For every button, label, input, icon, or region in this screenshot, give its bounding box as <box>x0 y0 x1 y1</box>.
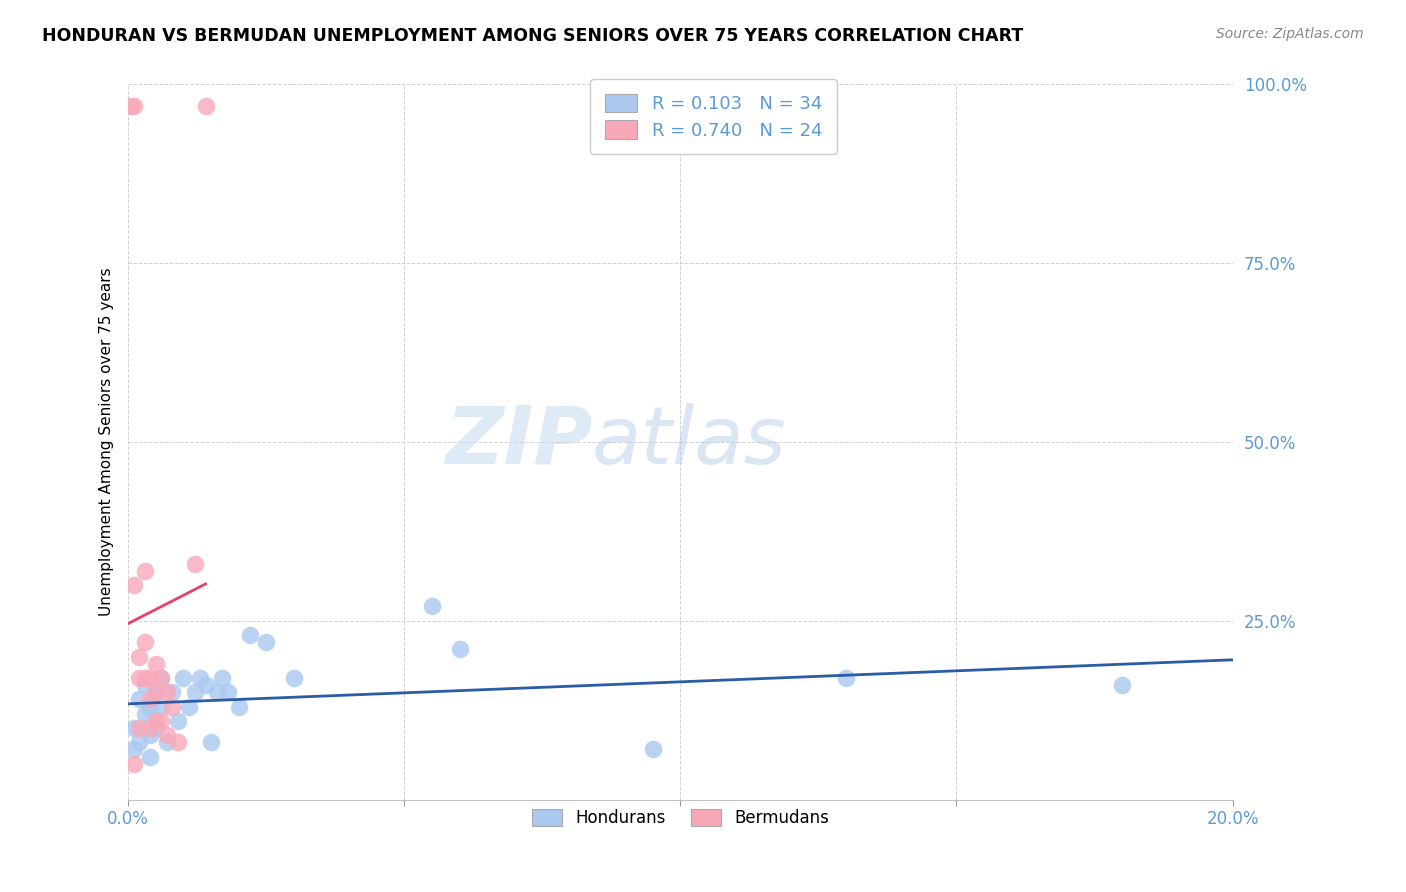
Point <box>239 628 262 642</box>
Point <box>1111 678 1133 692</box>
Point <box>128 735 150 749</box>
Point <box>128 671 150 685</box>
Text: HONDURAN VS BERMUDAN UNEMPLOYMENT AMONG SENIORS OVER 75 YEARS CORRELATION CHART: HONDURAN VS BERMUDAN UNEMPLOYMENT AMONG … <box>42 27 1024 45</box>
Point <box>162 685 184 699</box>
Point <box>200 735 222 749</box>
Point <box>139 721 162 735</box>
Point <box>128 721 150 735</box>
Point <box>254 635 277 649</box>
Point <box>167 735 190 749</box>
Point <box>122 578 145 592</box>
Point <box>122 99 145 113</box>
Legend: Hondurans, Bermudans: Hondurans, Bermudans <box>526 803 835 834</box>
Point <box>420 599 443 614</box>
Point <box>835 671 858 685</box>
Text: ZIP: ZIP <box>444 403 592 481</box>
Point <box>283 671 305 685</box>
Point <box>177 699 200 714</box>
Point <box>183 557 205 571</box>
Y-axis label: Unemployment Among Seniors over 75 years: Unemployment Among Seniors over 75 years <box>100 268 114 616</box>
Point <box>150 671 173 685</box>
Point <box>449 642 471 657</box>
Point <box>194 678 217 692</box>
Point <box>156 685 179 699</box>
Point <box>156 735 179 749</box>
Point <box>162 699 184 714</box>
Point <box>145 657 167 671</box>
Point <box>217 685 239 699</box>
Point <box>167 714 190 728</box>
Point <box>139 699 162 714</box>
Point <box>172 671 194 685</box>
Point <box>183 685 205 699</box>
Point <box>228 699 250 714</box>
Point <box>150 714 173 728</box>
Point <box>139 728 162 742</box>
Point <box>145 685 167 699</box>
Point <box>134 706 156 721</box>
Point <box>134 678 156 692</box>
Point <box>139 671 162 685</box>
Point <box>188 671 211 685</box>
Point <box>120 99 142 113</box>
Point <box>194 99 217 113</box>
Point <box>641 742 664 756</box>
Point <box>145 685 167 699</box>
Text: atlas: atlas <box>592 403 787 481</box>
Point <box>122 721 145 735</box>
Text: Source: ZipAtlas.com: Source: ZipAtlas.com <box>1216 27 1364 41</box>
Point <box>211 671 233 685</box>
Point <box>122 742 145 756</box>
Point <box>134 635 156 649</box>
Point <box>128 649 150 664</box>
Point <box>145 714 167 728</box>
Point <box>150 671 173 685</box>
Point <box>150 699 173 714</box>
Point <box>156 728 179 742</box>
Point <box>134 564 156 578</box>
Point <box>128 692 150 706</box>
Point <box>205 685 228 699</box>
Point <box>139 692 162 706</box>
Point <box>122 756 145 771</box>
Point <box>145 721 167 735</box>
Point <box>134 671 156 685</box>
Point <box>139 749 162 764</box>
